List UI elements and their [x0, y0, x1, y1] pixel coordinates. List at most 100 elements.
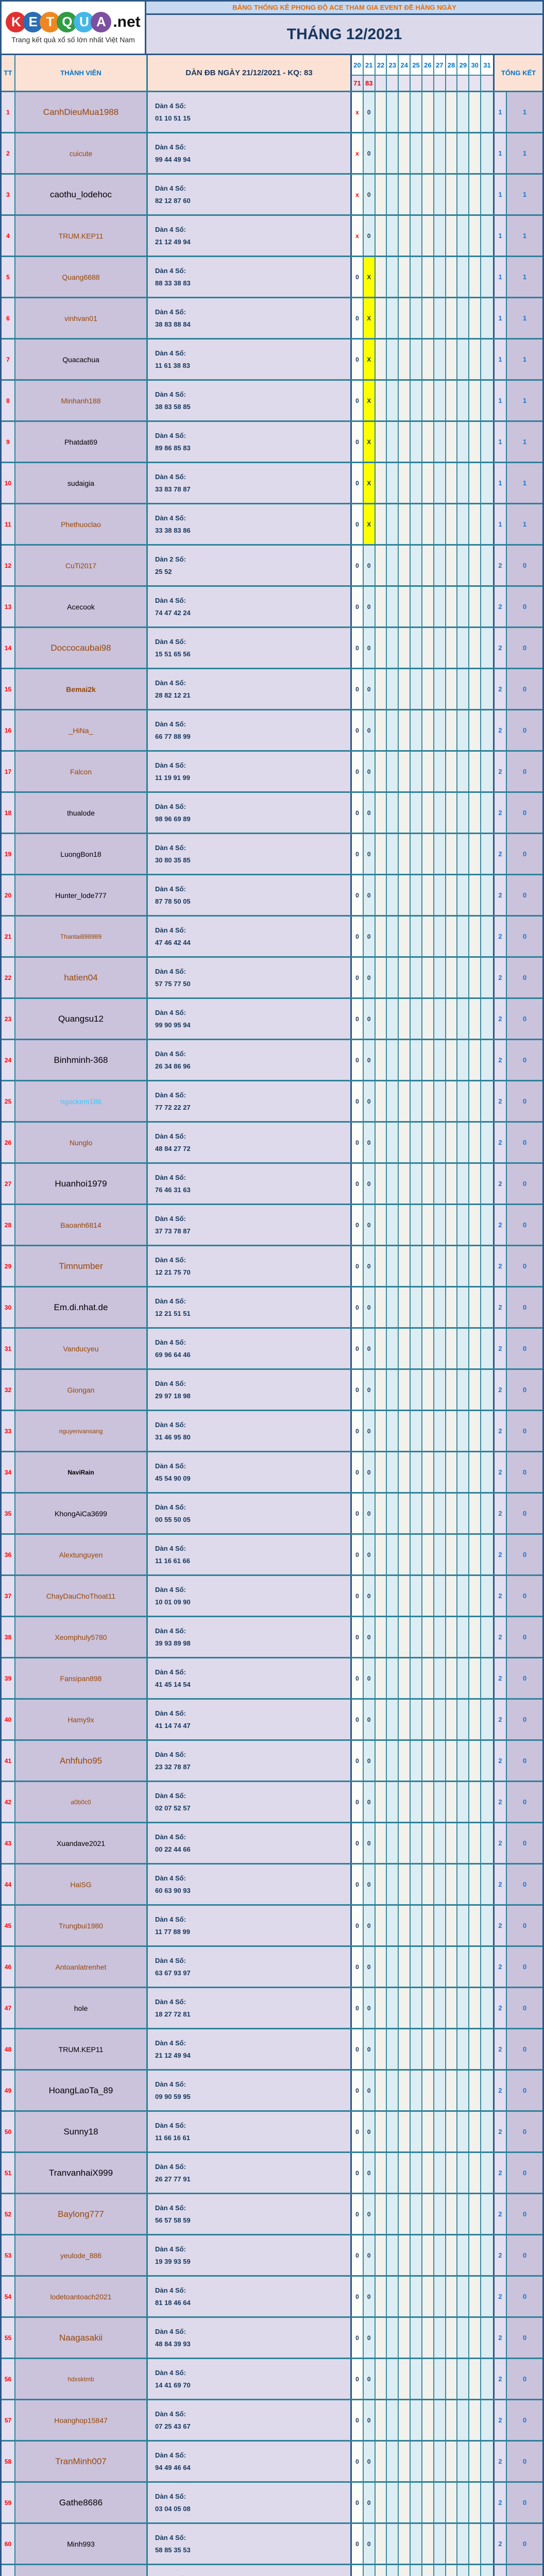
day-cell-31	[481, 2112, 493, 2151]
member-name: Naagasakii	[59, 2332, 103, 2343]
table-row: 6 vinhvan01 Dàn 4 Số: 38 83 88 84 0 X 1 1	[2, 298, 542, 340]
day-cell-31	[481, 710, 493, 750]
day-cell-27	[434, 1329, 446, 1368]
day-cell-25	[411, 2524, 422, 2564]
dan-numbers: 26 34 86 96	[155, 1062, 191, 1070]
day-cell-28	[446, 1494, 458, 1533]
day-result-cell	[481, 76, 493, 91]
day-cell-20: x	[352, 175, 364, 214]
day-cell-27	[434, 2071, 446, 2110]
dan-numbers: 77 72 22 27	[155, 1104, 191, 1111]
dan-label: Dàn 4 Số:	[155, 2080, 186, 2088]
day-cell-23	[387, 2277, 399, 2316]
row-index: 38	[2, 1617, 15, 1657]
member-name: Binhminh-368	[54, 1055, 108, 1065]
dan-numbers: 47 46 42 44	[155, 939, 191, 946]
member-name-cell: Falcon	[15, 752, 148, 791]
dan-numbers: 82 12 87 60	[155, 197, 191, 205]
day-cell-23	[387, 1988, 399, 2028]
row-index: 28	[2, 1205, 15, 1245]
day-header-col: 24	[399, 55, 411, 91]
day-cell-25	[411, 1782, 422, 1822]
day-cell-26	[422, 2565, 434, 2576]
day-cell-21: X	[363, 463, 376, 503]
member-name-cell: Gathe8686	[15, 2483, 148, 2522]
dan-cell: Dàn 4 Số: 87 78 50 05	[148, 875, 350, 915]
day-cell-23	[387, 422, 399, 462]
member-name-cell: Bemai2k	[15, 669, 148, 709]
day-cell-28	[446, 958, 458, 997]
day-result-cell	[375, 76, 386, 91]
day-cell-24	[399, 2071, 411, 2110]
row-index: 32	[2, 1370, 15, 1410]
dan-numbers: 98 96 69 89	[155, 815, 191, 823]
day-cell-25	[411, 999, 422, 1039]
day-cell-20: 0	[352, 463, 364, 503]
dan-numbers: 69 96 64 46	[155, 1351, 191, 1359]
day-cell-22	[375, 546, 387, 585]
day-cell-22	[375, 2442, 387, 2481]
day-cell-23	[387, 999, 399, 1039]
day-cell-31	[481, 2153, 493, 2193]
day-cell-20: 0	[352, 2318, 364, 2358]
member-name: Quacachua	[62, 355, 99, 364]
member-name-cell: vinhvan01	[15, 298, 148, 338]
row-index: 60	[2, 2524, 15, 2564]
dan-numbers: 01 10 51 15	[155, 114, 191, 122]
day-cell-30	[469, 2071, 482, 2110]
dan-numbers: 41 45 14 54	[155, 1681, 191, 1688]
day-cell-28	[446, 1865, 458, 1904]
day-cell-29	[457, 381, 470, 420]
total-col2-value: 0	[507, 546, 542, 585]
table-row: 55 Naagasakii Dàn 4 Số: 48 84 39 93 0 0 2 0	[2, 2318, 542, 2359]
dan-cell: Dàn 4 Số: 39 93 89 98	[148, 1617, 350, 1657]
day-cell-29	[457, 216, 470, 256]
dan-cell: Dàn 4 Số: 56 57 58 59	[148, 2194, 350, 2234]
day-cell-21: 0	[363, 1411, 376, 1451]
dan-label: Dàn 4 Số:	[155, 1256, 186, 1264]
day-cell-22	[375, 1123, 387, 1162]
day-cell-29	[457, 1741, 470, 1781]
day-cell-29	[457, 2029, 470, 2069]
day-cell-31	[481, 1205, 493, 1245]
day-cell-26	[422, 1123, 434, 1162]
day-cell-23	[387, 2359, 399, 2399]
table-row: 21 Thantai898989 Dàn 4 Số: 47 46 42 44 0 0 2 0	[2, 917, 542, 958]
day-cell-23	[387, 2153, 399, 2193]
day-cell-26	[422, 422, 434, 462]
day-cell-21: 0	[363, 2112, 376, 2151]
day-cell-25	[411, 463, 422, 503]
day-cell-25	[411, 2153, 422, 2193]
table-row: 61mabaiDàn 4 Số:42 52 92 430020	[2, 2565, 542, 2576]
total-col1-value: 2	[495, 2277, 507, 2316]
day-cell-28	[446, 1123, 458, 1162]
day-cell-21: 0	[363, 1906, 376, 1945]
table-row: 45 Trungbui1980 Dàn 4 Số: 11 77 88 99 0 0 2 0	[2, 1906, 542, 1947]
dan-label: Dàn 4 Số:	[155, 226, 186, 233]
day-cell-27	[434, 2524, 446, 2564]
day-cell-28	[446, 1576, 458, 1616]
member-name-cell: Hoanghop15847	[15, 2400, 148, 2440]
row-index: 61	[2, 2565, 15, 2576]
day-cell-27	[434, 1782, 446, 1822]
dan-numbers: 76 46 31 63	[155, 1186, 191, 1194]
day-cell-22	[375, 587, 387, 626]
total-col1-value: 2	[495, 1535, 507, 1574]
day-cell-22	[375, 422, 387, 462]
day-cell-29	[457, 1535, 470, 1574]
dan-numbers: 23 32 78 87	[155, 1763, 191, 1771]
day-cell-27	[434, 298, 446, 338]
day-cell-20: 0	[352, 1535, 364, 1574]
member-name-cell: Vanducyeu	[15, 1329, 148, 1368]
member-name-cell: CanhDieuMua1988	[15, 92, 148, 132]
banner-title: BẢNG THỐNG KÊ PHONG ĐỘ ACE THAM GIA EVEN…	[146, 2, 542, 15]
